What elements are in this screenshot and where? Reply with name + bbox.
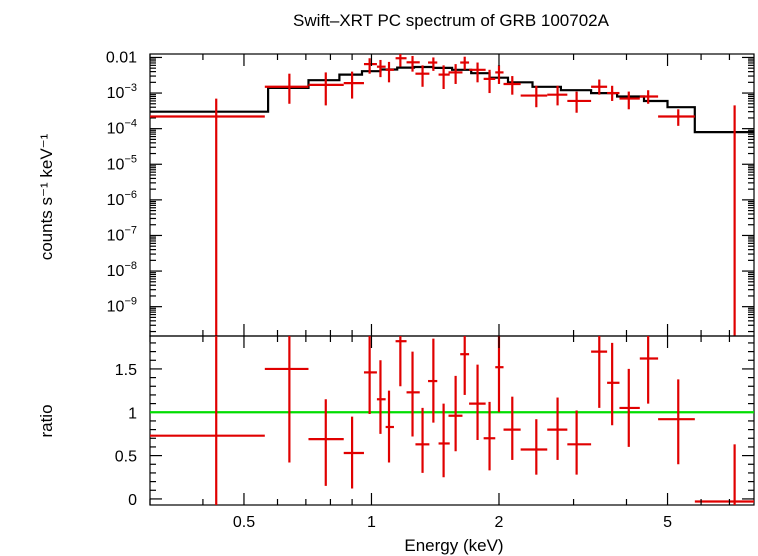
spectrum-data-point [264,73,309,104]
spectrum-data-point [438,65,450,89]
ratio-frame [149,335,755,506]
ratio-data-point [428,338,438,423]
spectrum-panel: 0.01 10−3 10−4 10−5 10−6 10−7 10−8 10−9 [106,49,755,337]
ratio-data-point [567,410,592,475]
y-tick-label: 10−9 [107,296,137,316]
ratio-data-point [343,416,364,489]
ratio-data-point [619,368,640,447]
model-histogram [150,65,754,134]
spectrum-data-point [343,71,364,99]
spectrum-frame [149,53,755,337]
x-tick-label: 0.5 [233,514,255,531]
x-tick-label: 5 [663,514,672,531]
spectrum-y-axis-label: counts s⁻¹ keV⁻¹ [37,133,56,260]
ratio-data-point [264,336,309,463]
x-tick-label: 1 [367,514,376,531]
x-axis-label: Energy (keV) [404,536,503,555]
ratio-data-point [415,407,430,473]
spectrum-data-point [376,59,386,78]
spectrum-data-point [495,65,504,84]
ratio-data-point [547,397,568,460]
y-tick-label: 0.01 [106,49,137,66]
spectrum-data-point [639,90,659,104]
ratio-data-point [639,336,659,404]
y-tick-label: 10−4 [107,118,137,138]
y-tick-label: 10−7 [107,224,137,244]
ratio-data-point [495,336,504,413]
ratio-data-point [658,379,695,465]
ratio-data-point [694,444,754,505]
y-tick-label: 10−3 [107,82,137,102]
spectrum-data-point [428,57,438,71]
ratio-data-point [469,364,486,440]
ratio-tick-label: 1 [128,405,137,422]
ratio-data-point [376,360,386,434]
ratio-data-point [150,336,265,505]
ratio-y-axis-label: ratio [37,404,56,437]
y-tick-label: 10−5 [107,153,137,173]
spectrum-data-point [619,91,640,110]
ratio-tick-label: 1.5 [115,362,137,379]
spectrum-data-point [607,85,620,101]
ratio-data-point [460,336,470,395]
spectrum-data-point [150,98,265,336]
ratio-data-point [363,336,377,414]
spectrum-data-point [460,56,470,70]
ratio-data-point [406,351,420,437]
ratio-data-point [448,375,463,452]
y-tick-label: 10−6 [107,189,137,209]
spectrum-data-point [567,91,592,113]
spectrum-data-point [591,79,608,95]
spectrum-data-point [448,64,463,84]
ratio-data-point [395,336,407,387]
spectrum-data-point [308,72,344,106]
spectrum-data-point [395,54,407,67]
spectrum-data-point [406,55,420,72]
ratio-tick-label: 0 [128,492,137,509]
chart-title: Swift–XRT PC spectrum of GRB 100702A [293,11,610,30]
ratio-panel: 0 0.5 1 1.5 [115,335,755,509]
ratio-data-point [520,419,548,475]
ratio-data-point [503,396,521,460]
spectrum-data-point [469,62,486,83]
x-tick-label: 2 [495,514,504,531]
ratio-data-point [591,336,608,408]
ratio-data-point [438,403,450,478]
ratio-data-point [385,390,394,463]
spectrum-data-point [385,61,394,83]
spectrum-data-point [415,65,430,87]
ratio-data-point [308,399,344,486]
spectrum-data-point [503,76,521,95]
spectrum-data-point [658,109,695,126]
energy-axis: 0.5 1 2 5 [149,54,731,531]
ratio-data-point [483,401,496,471]
spectrum-data-point [547,85,568,106]
ratio-tick-label: 0.5 [115,449,137,466]
ratio-data-point [607,342,620,426]
y-tick-label: 10−8 [107,260,137,280]
spectrum-data-point [483,69,496,94]
spectrum-data-point [520,85,548,108]
spectrum-data-point [363,58,377,74]
